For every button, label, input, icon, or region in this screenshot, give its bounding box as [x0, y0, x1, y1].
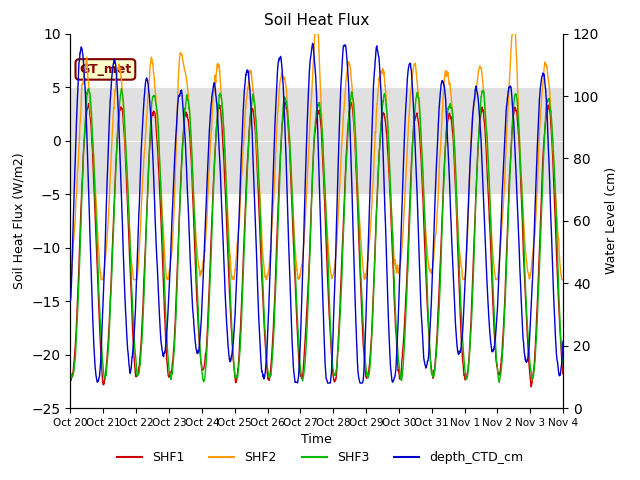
Text: GT_met: GT_met	[79, 63, 132, 76]
Y-axis label: Soil Heat Flux (W/m2): Soil Heat Flux (W/m2)	[13, 153, 26, 289]
Title: Soil Heat Flux: Soil Heat Flux	[264, 13, 369, 28]
X-axis label: Time: Time	[301, 433, 332, 446]
Legend: SHF1, SHF2, SHF3, depth_CTD_cm: SHF1, SHF2, SHF3, depth_CTD_cm	[112, 446, 528, 469]
Bar	[70, 87, 563, 194]
Y-axis label: Water Level (cm): Water Level (cm)	[605, 167, 618, 275]
